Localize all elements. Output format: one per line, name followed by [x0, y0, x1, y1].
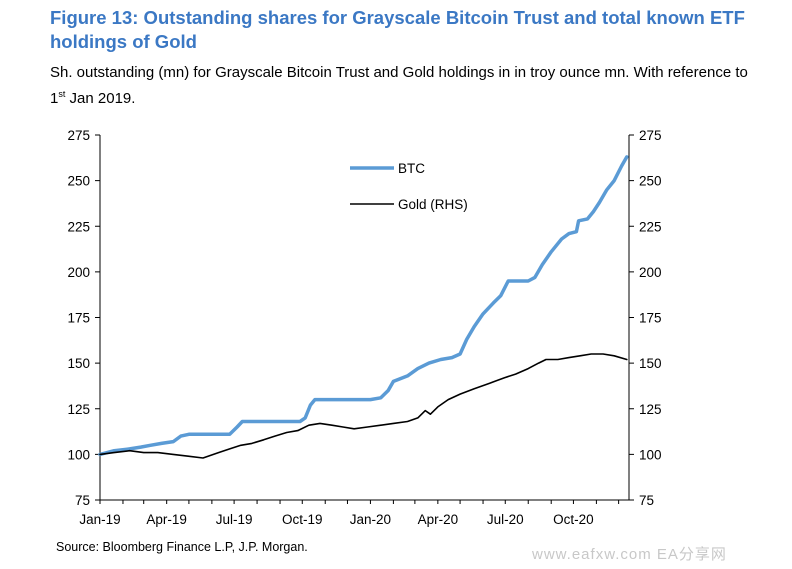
y-tick-label-left: 175 — [67, 311, 90, 326]
y-tick-label-left: 125 — [67, 402, 90, 417]
y-tick-label-left: 150 — [67, 356, 90, 371]
y-tick-label-left: 100 — [67, 447, 90, 462]
line-chart: 75 100 125 150 175 200 225 250 275 75 100 125 150 175… — [67, 128, 661, 527]
x-tick-label: Apr-19 — [146, 512, 187, 527]
chart-series — [98, 155, 629, 459]
subtitle-superscript: st — [58, 89, 66, 99]
series-line-gold — [99, 353, 628, 459]
x-tick-label: Apr-20 — [418, 512, 459, 527]
x-tick-label: Jan-19 — [79, 512, 120, 527]
y-tick-label-left: 200 — [67, 265, 90, 280]
x-tick-label: Jul-20 — [487, 512, 524, 527]
legend-label-btc: BTC — [398, 161, 425, 176]
series-line-btc — [98, 155, 629, 457]
x-tick-label: Jan-20 — [350, 512, 391, 527]
x-tick-label: Oct-20 — [553, 512, 594, 527]
y-tick-label-right: 250 — [639, 174, 662, 189]
y-tick-label-right: 150 — [639, 356, 662, 371]
x-tick-label: Jul-19 — [216, 512, 253, 527]
legend-label-gold: Gold (RHS) — [398, 197, 468, 212]
y-tick-label-left: 225 — [67, 219, 90, 234]
watermark: www.eafxw.com EA分享网 — [532, 546, 727, 563]
subtitle-text: Sh. outstanding (mn) for Grayscale Bitco… — [50, 64, 748, 107]
y-tick-label-right: 75 — [639, 493, 654, 508]
y-tick-label-left: 250 — [67, 174, 90, 189]
x-tick-label: Oct-19 — [282, 512, 323, 527]
chart-legend: BTC Gold (RHS) — [350, 161, 468, 212]
y-tick-label-right: 200 — [639, 265, 662, 280]
chart-subtitle: Sh. outstanding (mn) for Grayscale Bitco… — [50, 60, 750, 112]
y-tick-label-left: 75 — [75, 493, 90, 508]
y-tick-label-right: 175 — [639, 311, 662, 326]
y-tick-label-right: 100 — [639, 447, 662, 462]
source-note: Source: Bloomberg Finance L.P, J.P. Morg… — [56, 540, 308, 554]
subtitle-tail: Jan 2019. — [65, 90, 136, 107]
y-tick-label-right: 125 — [639, 402, 662, 417]
chart-title: Figure 13: Outstanding shares for Graysc… — [50, 7, 745, 52]
chart-axes: 75 100 125 150 175 200 225 250 275 75 100 125 150 175… — [67, 128, 661, 527]
y-tick-label-right: 225 — [639, 219, 662, 234]
y-tick-label-right: 275 — [639, 128, 662, 143]
y-tick-label-left: 275 — [67, 128, 90, 143]
